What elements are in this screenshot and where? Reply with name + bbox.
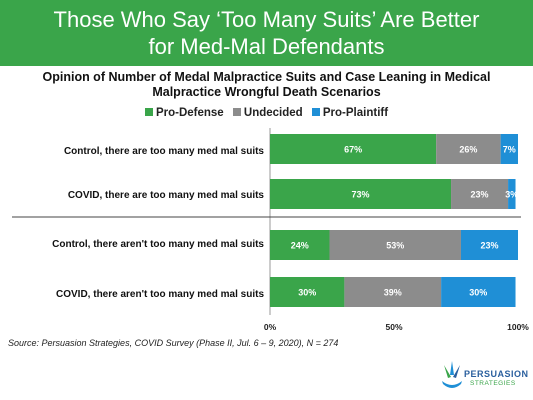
company-logo: PERSUASION STRATEGIES bbox=[440, 357, 530, 397]
data-label-pro-defense-row-3: 24% bbox=[291, 241, 309, 251]
title-line-2: for Med-Mal Defendants bbox=[148, 34, 385, 59]
data-label-pro-plaintiff-row-4: 30% bbox=[469, 288, 487, 298]
bar-pro-defense-row-2 bbox=[270, 179, 452, 209]
category-label-4: COVID, there aren't too many med mal sui… bbox=[56, 289, 264, 300]
logo-name: PERSUASION bbox=[464, 369, 529, 379]
data-label-pro-plaintiff-row-2: 3% bbox=[505, 190, 518, 200]
logo-mark-icon bbox=[442, 361, 462, 388]
category-label-2: COVID, there are too many med mal suits bbox=[67, 190, 264, 201]
bar-pro-plaintiff-row-3 bbox=[460, 230, 518, 260]
data-label-pro-plaintiff-row-3: 23% bbox=[480, 241, 498, 251]
bar-undecided-row-1 bbox=[436, 134, 501, 164]
legend-swatch-pro-defense bbox=[144, 108, 153, 116]
data-label-undecided-row-1: 26% bbox=[459, 145, 477, 155]
data-label-pro-defense-row-4: 30% bbox=[298, 288, 316, 298]
category-label-1: Control, there are too many med mal suit… bbox=[63, 146, 264, 157]
data-label-undecided-row-2: 23% bbox=[471, 190, 489, 200]
legend-swatch-pro-plaintiff bbox=[311, 108, 320, 116]
x-tick-label-3: 100% bbox=[507, 322, 529, 332]
bar-pro-defense-row-4 bbox=[270, 277, 345, 307]
legend-label-pro-plaintiff: Pro-Plaintiff bbox=[322, 107, 389, 119]
bar-pro-defense-row-3 bbox=[270, 230, 330, 260]
data-label-pro-plaintiff-row-1: 7% bbox=[503, 145, 516, 155]
x-tick-label-2: 50% bbox=[385, 322, 402, 332]
legend-label-undecided: Undecided bbox=[243, 107, 303, 119]
bar-undecided-row-4 bbox=[344, 277, 442, 307]
title-line-1: Those Who Say ‘Too Many Suits’ Are Bette… bbox=[53, 7, 480, 32]
bar-pro-defense-row-1 bbox=[270, 134, 437, 164]
logo-subtitle: STRATEGIES bbox=[470, 380, 516, 387]
data-label-pro-defense-row-1: 67% bbox=[344, 145, 362, 155]
legend-label-pro-defense: Pro-Defense bbox=[155, 107, 224, 119]
bar-undecided-row-3 bbox=[329, 230, 461, 260]
legend-item-pro-defense: Pro-Defense bbox=[144, 107, 224, 119]
category-label-3: Control, there aren't too many med mal s… bbox=[52, 239, 264, 250]
legend-item-undecided: Undecided bbox=[232, 107, 303, 119]
chart-subtitle-line-2: Malpractice Wrongful Death Scenarios bbox=[152, 85, 381, 99]
legend-item-pro-plaintiff: Pro-Plaintiff bbox=[311, 107, 389, 119]
bar-pro-plaintiff-row-1 bbox=[500, 134, 518, 164]
chart-subtitle: Opinion of Number of Medal Malpractice S… bbox=[0, 70, 533, 100]
chart-legend: Pro-Defense Undecided Pro-Plaintiff bbox=[0, 107, 533, 119]
bar-pro-plaintiff-row-4 bbox=[441, 277, 516, 307]
bar-pro-plaintiff-row-2 bbox=[508, 179, 516, 209]
data-label-undecided-row-3: 53% bbox=[386, 241, 404, 251]
title-banner: Those Who Say ‘Too Many Suits’ Are Bette… bbox=[0, 0, 533, 66]
legend-swatch-undecided bbox=[232, 108, 241, 116]
data-label-pro-defense-row-2: 73% bbox=[352, 190, 370, 200]
data-label-undecided-row-4: 39% bbox=[384, 288, 402, 298]
source-note: Source: Persuasion Strategies, COVID Sur… bbox=[8, 338, 339, 348]
bar-undecided-row-2 bbox=[451, 179, 509, 209]
chart-subtitle-line-1: Opinion of Number of Medal Malpractice S… bbox=[42, 70, 491, 84]
x-tick-label-1: 0% bbox=[264, 322, 277, 332]
